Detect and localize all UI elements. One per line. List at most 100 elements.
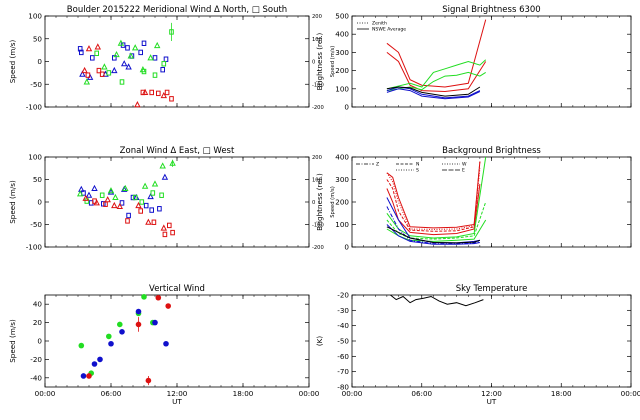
x-tick-label: 12:00 — [167, 389, 188, 398]
y-tick-label: 50 — [33, 34, 43, 43]
point-triangle — [160, 91, 168, 99]
y-tick-label: -100 — [26, 243, 43, 252]
y-tick-label: 200 — [335, 198, 349, 207]
series-group — [386, 157, 487, 245]
point-square — [125, 45, 130, 51]
y2-axis-label: Speed (m/s) — [330, 46, 336, 77]
point-circle — [108, 340, 114, 347]
point-triangle — [112, 193, 119, 200]
x-tick-label: 06:00 — [101, 389, 122, 398]
point-triangle — [111, 66, 118, 74]
series-line-blue — [386, 88, 481, 100]
point-triangle — [76, 190, 84, 197]
y2-tick-label: -200 — [312, 105, 324, 111]
point-circle — [97, 356, 103, 363]
point-triangle — [91, 184, 98, 191]
x-tick-label: 12:00 — [481, 389, 502, 398]
point-triangle — [139, 66, 147, 73]
point-square — [138, 49, 143, 56]
panel-vertical: Vertical Wind 00:00 06:00 12:00 18:00 00:00 -4… — [8, 284, 320, 406]
chart-title: Background Brightness — [442, 146, 541, 156]
point-triangle — [104, 196, 111, 203]
point-circle — [145, 377, 152, 384]
y-tick-label: 300 — [335, 175, 349, 184]
point-circle — [141, 294, 147, 300]
point-square — [163, 56, 169, 62]
point-circle — [152, 319, 158, 326]
point-square — [156, 90, 161, 97]
point-square — [149, 89, 154, 96]
y2-tick-label: 200 — [312, 14, 322, 20]
legend-label: S — [416, 168, 419, 174]
chart-title: Zonal Wind Δ East, □ West — [120, 146, 235, 156]
point-circle — [163, 340, 169, 347]
point-square — [119, 200, 125, 206]
point-square — [159, 192, 164, 198]
point-square — [140, 89, 146, 96]
point-square — [161, 61, 167, 67]
y-tick-label: -60 — [337, 352, 349, 361]
point-circle — [165, 303, 171, 309]
point-square — [79, 49, 84, 56]
y-axis-label: Speed (m/s) — [8, 319, 17, 363]
point-square — [138, 208, 143, 214]
point-triangle — [101, 63, 108, 70]
x-tick-label: 18:00 — [551, 389, 572, 398]
y-tick-label: 100 — [28, 12, 42, 21]
point-triangle — [135, 201, 142, 209]
point-triangle — [82, 194, 89, 201]
point-square — [143, 202, 149, 209]
point-square — [169, 29, 174, 35]
point-square — [125, 218, 130, 224]
point-circle — [119, 329, 125, 335]
y-tick-label: -50 — [30, 220, 42, 229]
point-triangle — [159, 162, 166, 169]
y2-tick-label: -100 — [312, 82, 324, 88]
plot-frame — [44, 294, 310, 388]
chart-title: Vertical Wind — [149, 284, 205, 294]
series-group — [386, 19, 487, 100]
point-square — [169, 96, 174, 102]
y2-tick-label: 0 — [312, 200, 315, 206]
point-triangle — [120, 60, 128, 67]
y-tick-label: 0 — [344, 243, 349, 252]
point-circle — [86, 373, 92, 379]
point-square — [164, 89, 170, 96]
y-axis-label: Brightness (rel.) — [315, 173, 324, 231]
point-square — [141, 40, 147, 46]
y-axis-label: (K) — [315, 336, 324, 347]
x-axis-label: UT — [487, 397, 497, 406]
point-square — [106, 70, 112, 76]
point-square — [149, 207, 154, 213]
point-triangle — [93, 199, 100, 206]
y-tick-label: 50 — [33, 175, 43, 184]
legend-label: N — [416, 162, 419, 168]
y-tick-label: -70 — [337, 367, 349, 376]
series-line-blue — [386, 224, 480, 245]
chart-title: Boulder 2015222 Meridional Wind Δ North,… — [67, 5, 287, 15]
x-axis-label: UT — [172, 397, 182, 406]
x-tick-label: 06:00 — [411, 389, 432, 398]
y2-tick-label: -200 — [312, 245, 324, 251]
y-tick-label: 500 — [335, 12, 349, 21]
y-tick-label: 300 — [335, 48, 349, 57]
y-tick-label: -100 — [26, 103, 43, 112]
point-triangle — [131, 44, 139, 51]
panel-meridional: Boulder 2015222 Meridional Wind Δ North,… — [8, 5, 336, 112]
series-line-red — [386, 52, 487, 93]
points-group — [78, 294, 171, 386]
x-tick-label: 00:00 — [299, 389, 320, 398]
y-tick-label: -30 — [337, 306, 349, 315]
panel-signal: Signal Brightness 6300 0 100 200 300 400 500 Br… — [315, 5, 632, 112]
y-tick-label: 100 — [28, 153, 42, 162]
series-line-red — [386, 161, 481, 229]
point-triangle — [107, 188, 115, 195]
y2-axis-label: Speed (m/s) — [330, 186, 336, 217]
point-triangle — [153, 41, 161, 49]
panel-background: Background Brightness 0 100 200 300 400 Bright… — [315, 146, 632, 252]
y2-tick-label: 0 — [312, 60, 315, 66]
point-triangle — [122, 184, 129, 191]
series-line-black — [386, 226, 481, 244]
y-axis-label: Speed (m/s) — [8, 180, 17, 224]
